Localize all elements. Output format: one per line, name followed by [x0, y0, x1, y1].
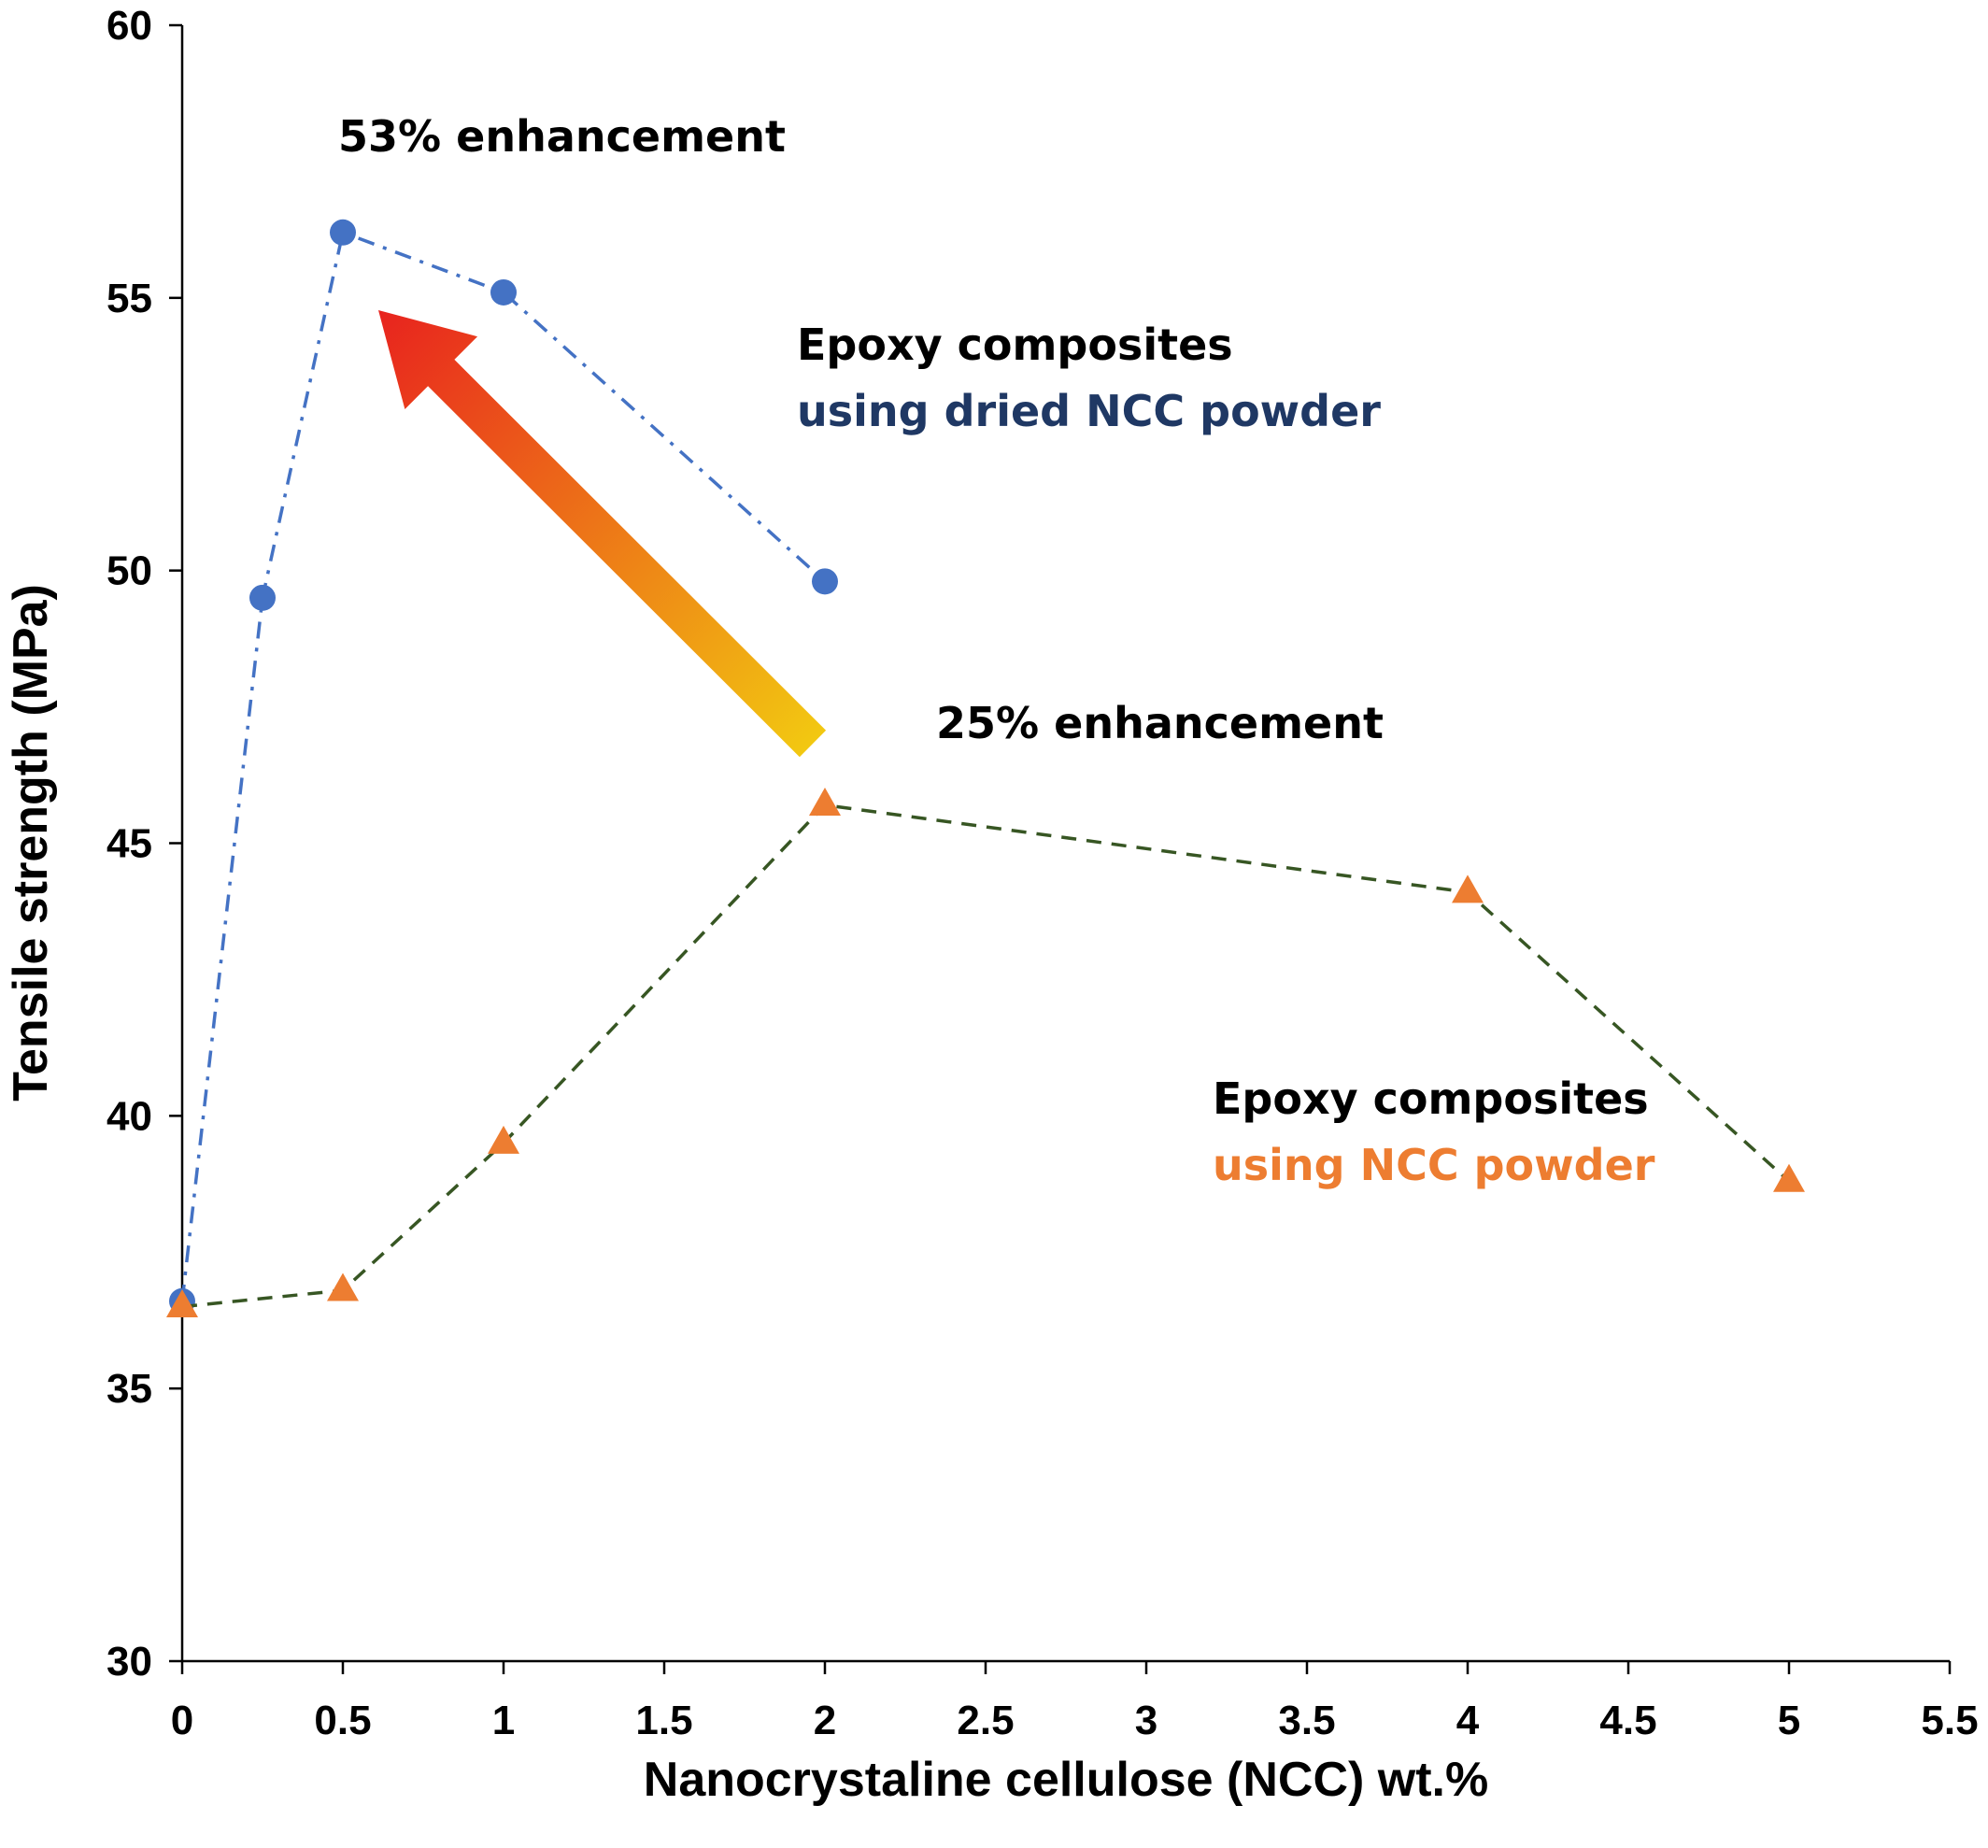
x-tick-label: 0.5	[314, 1698, 371, 1743]
annotation-ncc-peak: 25% enhancement	[936, 698, 1384, 748]
x-tick-label: 3	[1135, 1698, 1157, 1743]
y-tick-label: 30	[106, 1639, 152, 1685]
plot-area: 30 35 40 45 50 55 60 0 0.5 1 1.5 2 2.5 3 3.5 4 4.5 5 5.5	[106, 3, 1979, 1743]
data-point-triangle	[809, 788, 841, 817]
series-line	[180, 230, 827, 1301]
data-point-triangle	[488, 1125, 519, 1154]
annotation-ncc-label-line2: using NCC powder	[1213, 1140, 1655, 1190]
enhancement-arrow-shape	[378, 310, 827, 758]
x-tick-label: 1.5	[635, 1698, 692, 1743]
x-ticks: 0 0.5 1 1.5 2 2.5 3 3.5 4 4.5 5 5.5	[171, 1661, 1979, 1743]
y-tick-label: 50	[106, 548, 152, 594]
y-tick-label: 35	[106, 1366, 152, 1412]
y-tick-label: 60	[106, 3, 152, 49]
x-tick-label: 2.5	[957, 1698, 1014, 1743]
y-ticks: 30 35 40 45 50 55 60	[106, 3, 182, 1685]
x-tick-label: 4	[1456, 1698, 1480, 1743]
annotations: 53% enhancement Epoxy composites using d…	[338, 111, 1655, 1190]
x-tick-label: 5.5	[1921, 1698, 1978, 1743]
y-tick-label: 45	[106, 821, 152, 867]
x-tick-label: 4.5	[1599, 1698, 1656, 1743]
data-point-triangle	[327, 1272, 359, 1301]
data-point-circle	[812, 568, 838, 595]
annotation-ncc-label-line1: Epoxy composites	[1213, 1073, 1649, 1124]
series-1	[166, 788, 1805, 1318]
annotation-dried-label-line1: Epoxy composites	[797, 320, 1233, 370]
data-point-circle	[490, 278, 517, 306]
data-point-triangle	[1452, 874, 1484, 903]
y-tick-label: 55	[106, 276, 152, 321]
x-tick-label: 0	[171, 1698, 193, 1743]
x-tick-label: 2	[814, 1698, 836, 1743]
x-tick-label: 5	[1778, 1698, 1800, 1743]
data-point-triangle	[1773, 1163, 1805, 1192]
data-point-triangle	[166, 1289, 198, 1318]
data-point-circle	[249, 584, 276, 611]
annotation-dried-label-line2: using dried NCC powder	[797, 386, 1381, 436]
y-tick-label: 40	[106, 1093, 152, 1139]
x-tick-label: 3.5	[1278, 1698, 1335, 1743]
enhancement-arrow	[378, 310, 827, 758]
y-axis-title: Tensile strength (MPa)	[4, 584, 58, 1102]
series-layer	[166, 219, 1805, 1318]
annotation-dried-peak: 53% enhancement	[338, 111, 786, 162]
series-line	[181, 803, 1791, 1309]
x-tick-label: 1	[492, 1698, 515, 1743]
data-point-circle	[330, 219, 356, 246]
x-axis-title: Nanocrystaline cellulose (NCC) wt.%	[644, 1753, 1488, 1807]
